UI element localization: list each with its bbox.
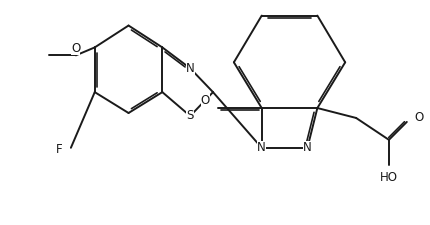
- Text: F: F: [55, 143, 62, 156]
- Text: N: N: [303, 141, 312, 154]
- Text: S: S: [187, 110, 194, 122]
- Text: O: O: [201, 94, 210, 107]
- Text: N: N: [257, 141, 266, 154]
- Text: HO: HO: [380, 171, 398, 184]
- Text: O: O: [414, 111, 424, 124]
- Text: O: O: [71, 42, 80, 55]
- Text: N: N: [186, 62, 194, 75]
